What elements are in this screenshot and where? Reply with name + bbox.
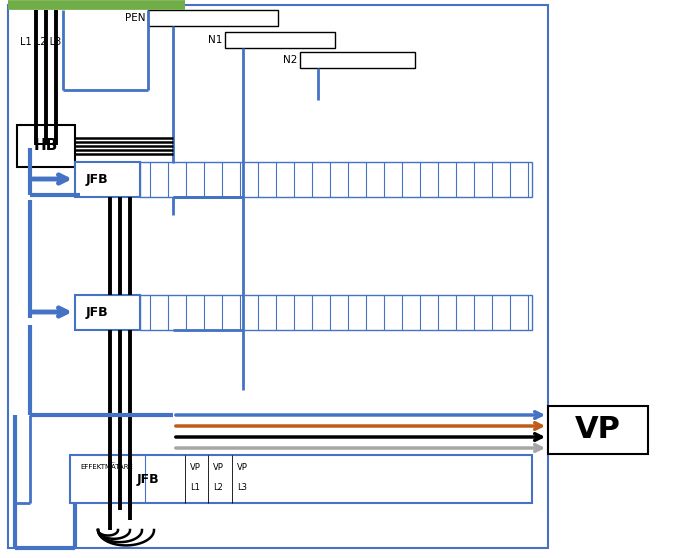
Text: L1 L2 L3: L1 L2 L3 [20, 37, 62, 47]
Text: VP: VP [237, 463, 247, 472]
Text: L1: L1 [190, 483, 200, 492]
Bar [140, 162, 532, 197]
Text: N2: N2 [283, 55, 297, 65]
Bar [140, 295, 532, 330]
Text: JFB: JFB [136, 473, 160, 485]
Bar [548, 406, 648, 454]
Bar [225, 32, 335, 48]
Bar [75, 295, 140, 330]
Text: N1: N1 [208, 35, 222, 45]
Text: JFB: JFB [85, 173, 108, 186]
Text: VP: VP [575, 416, 621, 445]
Text: VP: VP [213, 463, 223, 472]
Bar [300, 52, 415, 68]
Text: PEN: PEN [125, 13, 145, 23]
Text: L3: L3 [237, 483, 247, 492]
Bar [148, 10, 278, 26]
Text: L2: L2 [213, 483, 223, 492]
Text: VP: VP [190, 463, 200, 472]
Bar [75, 162, 140, 197]
Text: HB: HB [34, 138, 58, 153]
Bar [8, 5, 548, 548]
Bar [17, 125, 75, 167]
Bar [70, 455, 532, 503]
Text: EFFEKTMÄTARE: EFFEKTMÄTARE [80, 464, 133, 470]
Text: JFB: JFB [85, 306, 108, 319]
